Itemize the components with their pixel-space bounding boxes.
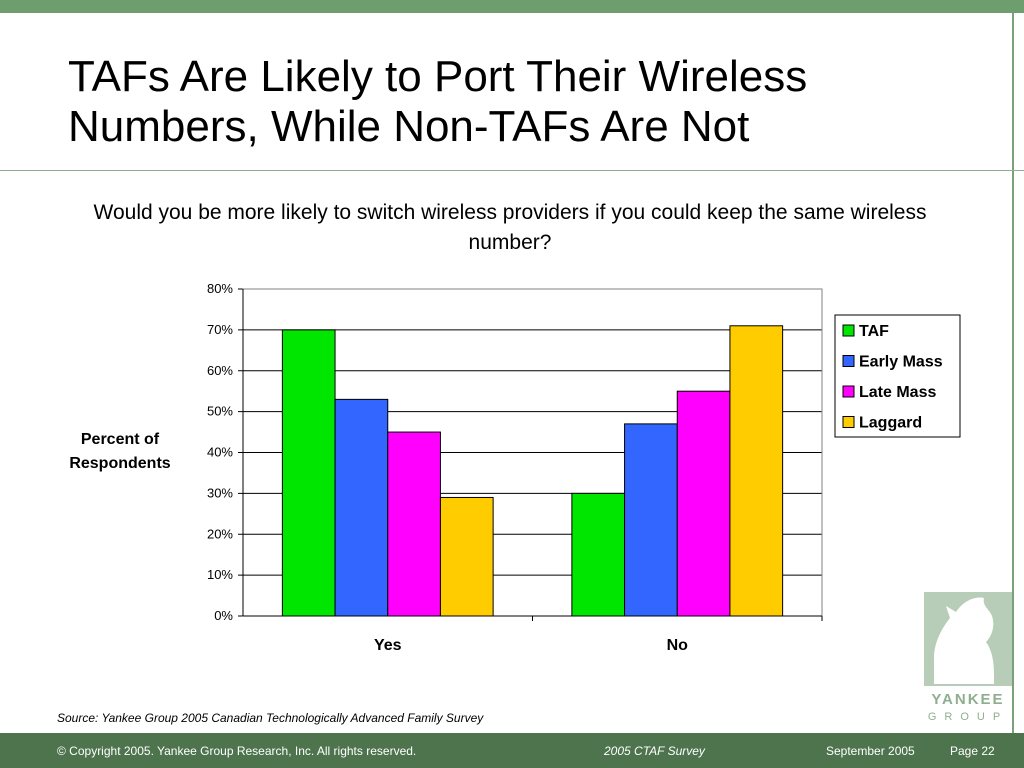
bar-taf-no: [571, 492, 626, 617]
bar-taf-yes: [281, 329, 336, 617]
y-tick-label: 0%: [214, 608, 233, 623]
top-accent-bar: [0, 0, 1024, 13]
y-tick-label: 20%: [207, 526, 233, 541]
y-tick-label: 40%: [207, 445, 233, 460]
footer-date: September 2005: [826, 744, 915, 758]
bar-late-mass-yes: [387, 431, 441, 617]
footer-copyright: © Copyright 2005. Yankee Group Research,…: [57, 744, 417, 758]
bar-early-mass-yes: [334, 398, 389, 617]
right-vertical-rule: [1012, 13, 1014, 733]
legend-swatch-late-mass: [842, 385, 855, 398]
source-note: Source: Yankee Group 2005 Canadian Techn…: [57, 711, 484, 725]
bar-laggard-no: [729, 325, 784, 617]
knight-chess-piece-icon: [934, 597, 994, 684]
legend-swatch-early-mass: [842, 355, 855, 367]
x-category-label: Yes: [374, 637, 402, 654]
title-divider: [0, 170, 1024, 171]
bar-late-mass-no: [676, 390, 731, 617]
slide-title: TAFs Are Likely to Port Their Wireless N…: [68, 52, 808, 151]
y-tick-label: 80%: [207, 281, 233, 296]
legend-swatch-taf: [842, 324, 855, 337]
bar-chart: 0% 10% 20% 30% 40% 50% 60% 70% 80% Yes No TAF Early …: [207, 281, 961, 654]
x-category-label: No: [667, 637, 689, 654]
logo-text-yankee: YANKEE: [931, 691, 1004, 708]
y-tick-label: 70%: [207, 322, 233, 337]
y-tick-label: 10%: [207, 567, 233, 582]
legend-label: Early Mass: [859, 354, 943, 371]
y-tick-label: 30%: [207, 485, 233, 500]
y-tick-label: 50%: [207, 404, 233, 419]
logo-text-group: GROUP: [928, 711, 1008, 723]
y-axis-label: Percent of Respondents: [69, 431, 171, 472]
footer-page-number: Page 22: [950, 744, 995, 758]
bar-laggard-yes: [439, 496, 494, 617]
y-tick-label: 60%: [207, 363, 233, 378]
yankee-group-logo: YANKEE GROUP: [924, 592, 1012, 723]
legend-label: Laggard: [859, 415, 922, 432]
bar-early-mass-no: [624, 423, 678, 617]
legend-box: [834, 314, 961, 438]
footer-survey-name: 2005 CTAF Survey: [604, 744, 705, 758]
chart-question: Would you be more likely to switch wirel…: [93, 201, 927, 254]
legend-swatch-laggard: [842, 416, 855, 428]
legend-label: TAF: [859, 323, 889, 340]
footer-bar: © Copyright 2005. Yankee Group Research,…: [0, 733, 1024, 768]
legend-label: Late Mass: [859, 384, 936, 401]
